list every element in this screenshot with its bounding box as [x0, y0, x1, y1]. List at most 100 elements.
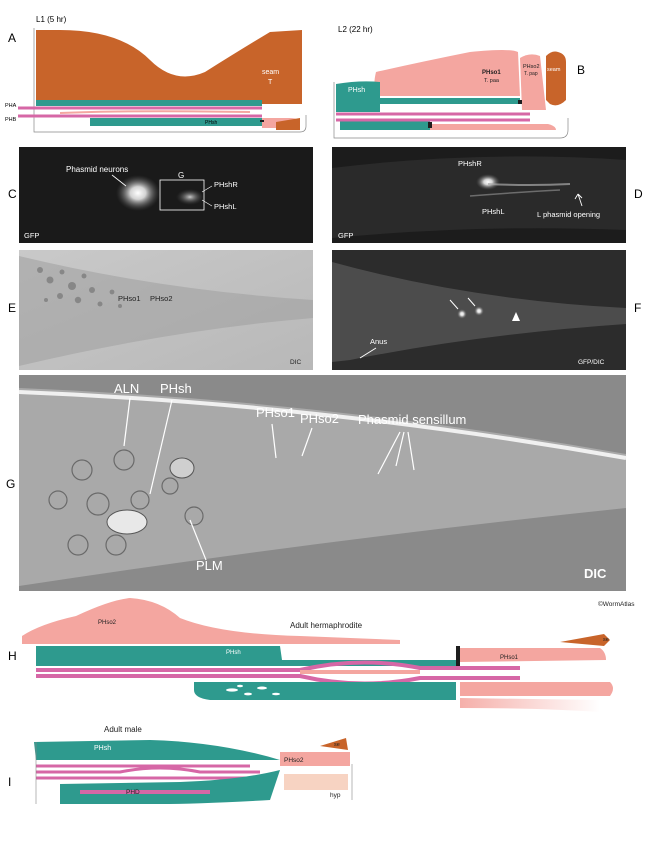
panel-g-vacuole-2: [106, 509, 148, 535]
panel-c-g-label: G: [178, 171, 184, 180]
panel-b-tpap-label: T. pap: [524, 71, 538, 77]
panel-b: L2 (22 hr) B PHso1 T. paa PHso2 T. pap s…: [333, 25, 585, 139]
panel-g-cuticle-edge: [18, 390, 627, 460]
panel-a-sheath-cell: [36, 100, 262, 126]
panel-c-neuron-glow: [116, 175, 160, 211]
panel-h-socket-fade: [460, 698, 600, 712]
panel-i-phso2-cell: [280, 752, 350, 766]
panel-i: I Adult male PHsh PHso2 se PHD hyp: [8, 725, 353, 804]
panel-i-seam-tip: [320, 738, 348, 750]
panel-e-worm-body: [19, 256, 313, 366]
panel-g-aln-pointer: [123, 397, 131, 447]
panel-i-sheath-upper: [34, 740, 280, 760]
panel-g-plm-label: PLM: [196, 558, 223, 573]
panel-g-nuclei: [48, 449, 204, 556]
panel-a-phb-label: PHB: [5, 117, 17, 123]
panel-f-cell-glow-2: [474, 306, 484, 316]
panel-f-anus-arrow: [359, 347, 377, 359]
panel-b-socket-lower: [430, 124, 556, 130]
panel-d-letter: D: [634, 187, 643, 201]
panel-i-dendrites: [36, 764, 260, 780]
panel-d-process-1: [487, 183, 571, 186]
panel-b-seam-cell: [546, 51, 566, 106]
panel-f-cell-arrows: [449, 297, 476, 310]
panel-d-phshl-label: PHshL: [482, 207, 505, 216]
panel-h-socket-lower: [460, 682, 613, 696]
panel-e-granules: [37, 267, 122, 308]
panel-c-neurons-pointer: [111, 174, 127, 187]
panel-c-letter: C: [8, 187, 17, 201]
panel-b-body-outline: [333, 82, 569, 139]
panel-c-phshl-label: PHshL: [214, 202, 237, 211]
panel-a: A L1 (5 hr) seam T PHA PHB PHsh: [5, 15, 307, 133]
panel-f-cell-glow-1: [457, 309, 467, 319]
panel-c-sheath-pointers: [201, 185, 213, 207]
panel-h-phso1-cell: [460, 648, 606, 662]
panel-f-arrowhead: [512, 312, 520, 321]
panel-b-seam-label: seam: [547, 67, 561, 73]
panel-i-hyp-cell: [284, 774, 348, 790]
panel-a-body-outline: [33, 28, 307, 133]
panel-h-se-label: se: [603, 637, 609, 643]
panel-i-hyp-label: hyp: [330, 792, 341, 799]
panel-c-mode-label: GFP: [24, 231, 39, 240]
panel-g-phso1-label: PHso1: [256, 405, 295, 420]
panel-h-phso2-label: PHso2: [98, 620, 117, 626]
panel-g: G ALN PHsh PHso1 PHso2 Phasmid sensillum…: [6, 375, 627, 591]
panel-g-worm-body: [19, 388, 626, 586]
panel-b-letter: B: [577, 63, 585, 77]
panel-g-phso1-pointer: [271, 423, 277, 459]
panel-c-sheath-glow: [176, 189, 204, 205]
panel-d: D PHshR PHshL L phasmid opening GFP: [332, 147, 643, 243]
panel-a-t-label: T: [268, 79, 273, 86]
panel-h-title: Adult hermaphrodite: [290, 621, 363, 630]
panel-h-sheath-lower: [194, 682, 456, 700]
panel-g-phso2-pointer: [301, 427, 313, 457]
panel-b-phso2-label: PHso2: [523, 64, 540, 70]
panel-d-worm-body: [332, 156, 626, 238]
panel-b-phsh-label: PHsh: [348, 87, 365, 94]
panel-g-aln-label: ALN: [114, 381, 139, 396]
panel-e-mode-label: DIC: [290, 359, 302, 366]
panel-i-outline: [35, 742, 353, 804]
panel-d-mode-label: GFP: [338, 231, 353, 240]
panel-e: E PHso1 PHso2 DIC: [8, 250, 313, 370]
panel-g-letter: G: [6, 477, 15, 491]
panel-g-phsh-label: PHsh: [160, 381, 192, 396]
panel-d-process-2: [469, 189, 561, 197]
panel-g-vacuole-1: [169, 457, 195, 479]
panel-g-sensillum-pointers: [377, 431, 415, 475]
panel-c: C G Phasmid neurons PHshR PHshL GFP: [8, 147, 313, 243]
panel-i-title: Adult male: [104, 725, 142, 734]
panel-h-seam-tip: [560, 634, 610, 646]
panel-a-socket-process: [59, 110, 251, 114]
panel-d-opening-arrow: [574, 193, 583, 207]
panel-i-se-label: se: [334, 742, 340, 748]
panel-h: ©WormAtlas H Adult hermaphrodite PHso2 P…: [8, 598, 635, 712]
panel-a-letter: A: [8, 31, 16, 45]
panel-i-sheath-lower: [60, 770, 280, 804]
panel-a-seam-cell: [36, 30, 302, 104]
panel-f-anus-label: Anus: [370, 337, 387, 346]
panel-c-phshr-label: PHshR: [214, 180, 238, 189]
panel-g-phsh-pointer: [149, 399, 173, 495]
panel-i-phsh-label: PHsh: [94, 745, 111, 752]
panel-a-seam-label: seam: [262, 69, 279, 76]
panel-b-phso1-label: PHso1: [482, 70, 501, 76]
panel-f-letter: F: [634, 301, 641, 315]
panel-c-micrograph: [19, 147, 313, 243]
panel-h-letter: H: [8, 649, 17, 663]
panel-d-opening-label: L phasmid opening: [537, 210, 600, 219]
panel-h-sheath-vacuoles: [226, 684, 280, 696]
panel-a-junction: [260, 120, 264, 122]
panel-a-stage-label: L1 (5 hr): [36, 15, 67, 24]
panel-c-inset-box: [159, 179, 205, 211]
panel-e-letter: E: [8, 301, 16, 315]
panel-h-phso1-label: PHso1: [500, 655, 519, 661]
panel-d-phshr-label: PHshR: [458, 159, 482, 168]
panel-i-phd-label: PHD: [126, 789, 140, 796]
panel-c-neurons-label: Phasmid neurons: [66, 165, 128, 174]
panel-e-phso1-label: PHso1: [118, 294, 141, 303]
panel-a-pha-label: PHA: [5, 103, 17, 109]
panel-f-mode-label: GFP/DIC: [578, 359, 605, 366]
